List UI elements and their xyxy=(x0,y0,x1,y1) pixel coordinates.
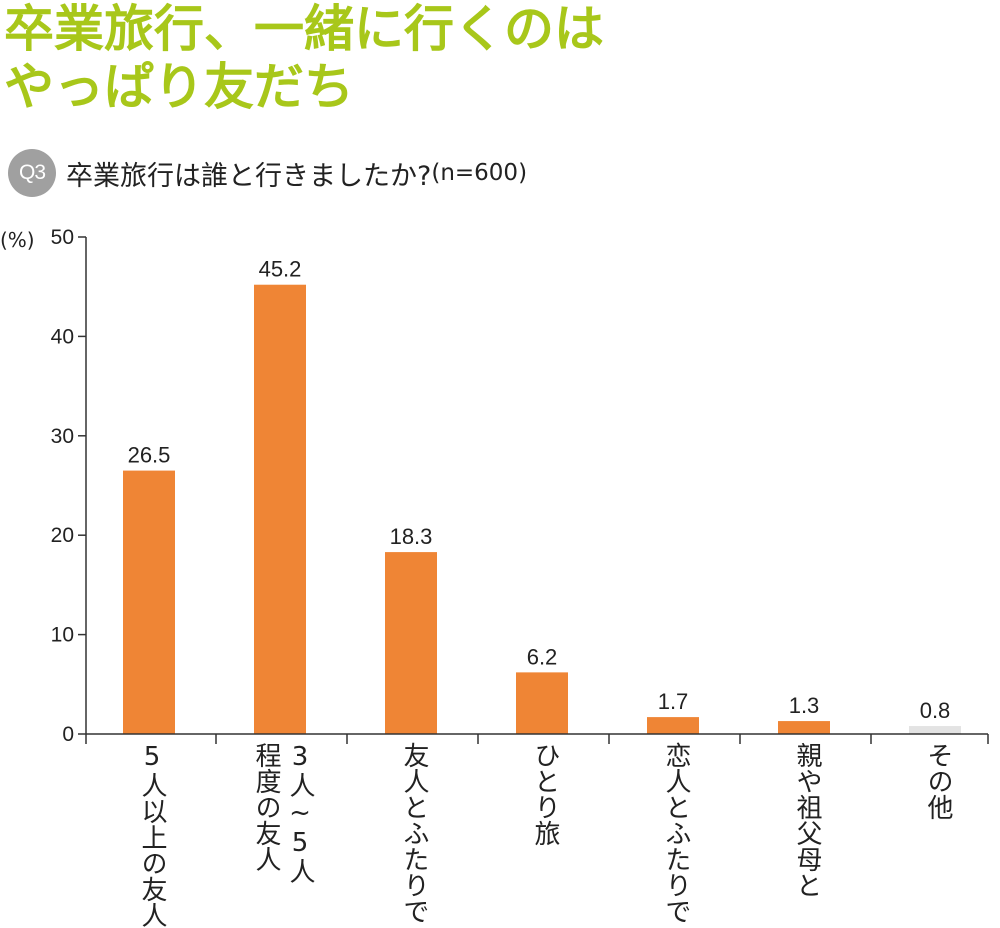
bar xyxy=(254,284,306,734)
value-label: 1.3 xyxy=(789,693,820,718)
bar xyxy=(385,552,437,734)
category-label: 恋人とふたりで xyxy=(661,742,691,924)
y-tick-label: 50 xyxy=(51,226,74,249)
y-tick-label: 0 xyxy=(62,723,74,746)
value-label: 1.7 xyxy=(658,689,689,714)
category-label: 3人~5人 xyxy=(285,742,315,884)
headline-line-1: 卒業旅行、一緒に行くのは xyxy=(4,0,604,58)
category-label: 程度の友人 xyxy=(251,742,281,872)
category-label: 5人以上の友人 xyxy=(137,742,167,928)
question: Q3 卒業旅行は誰と行きましたか? (n=600) xyxy=(8,148,527,198)
headline: 卒業旅行、一緒に行くのは やっぱり友だち xyxy=(4,0,604,116)
category-label: 友人とふたりで xyxy=(399,742,429,924)
value-label: 45.2 xyxy=(259,257,302,282)
value-label: 6.2 xyxy=(527,644,558,669)
question-text: 卒業旅行は誰と行きましたか? xyxy=(66,160,432,192)
value-label: 0.8 xyxy=(920,698,951,723)
value-label: 26.5 xyxy=(128,443,171,468)
bar xyxy=(909,726,961,734)
sample-size: (n=600) xyxy=(431,160,528,186)
value-label: 18.3 xyxy=(390,524,433,549)
headline-line-2: やっぱり友だち xyxy=(4,58,354,116)
bar xyxy=(516,672,568,734)
y-tick-label: 20 xyxy=(51,524,74,547)
bar xyxy=(778,721,830,734)
y-tick-label: 30 xyxy=(51,425,74,448)
bar xyxy=(123,470,175,734)
y-tick-label: 40 xyxy=(51,325,74,348)
bar xyxy=(647,717,699,734)
y-tick-label: 10 xyxy=(51,624,74,647)
y-axis-unit-label: (%) xyxy=(0,228,35,252)
category-label: その他 xyxy=(923,742,953,820)
question-badge: Q3 xyxy=(8,149,56,197)
category-label: 親や祖父母と xyxy=(792,742,822,898)
category-label: ひとり旅 xyxy=(530,742,560,846)
